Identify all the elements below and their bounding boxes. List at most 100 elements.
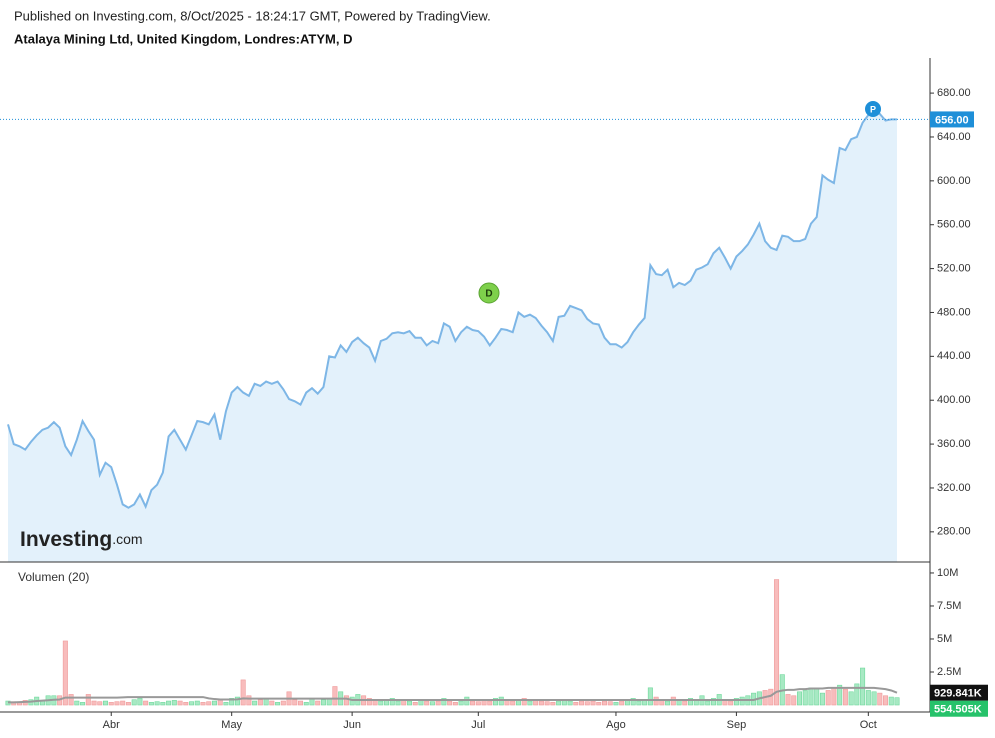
- volume-bar: [470, 700, 476, 706]
- volume-bar: [601, 700, 607, 706]
- volume-bar: [234, 696, 240, 706]
- volume-bar: [406, 700, 412, 706]
- volume-bar: [177, 700, 183, 706]
- x-tick-label: Oct: [860, 719, 877, 731]
- volume-bar: [544, 701, 550, 706]
- volume-bar: [280, 700, 286, 706]
- volume-bar: [143, 700, 149, 706]
- volume-bar: [252, 700, 258, 706]
- x-tick-label: Abr: [103, 719, 120, 731]
- volume-bar: [298, 700, 304, 706]
- volume-bar: [240, 679, 246, 706]
- volume-bar: [85, 694, 91, 706]
- chart-title: Atalaya Mining Ltd, United Kingdom, Lond…: [14, 31, 352, 46]
- volume-bar: [848, 691, 854, 706]
- plot-area: [0, 109, 930, 706]
- volume-bar: [68, 694, 74, 706]
- volume-bar: [733, 698, 739, 706]
- volume-bar: [493, 698, 499, 706]
- volume-bar: [97, 701, 103, 706]
- volume-ma-line: [8, 686, 898, 704]
- volume-bar: [343, 695, 349, 706]
- x-tick-label: Sep: [727, 719, 747, 731]
- volume-bar: [814, 688, 820, 706]
- x-tick-label: Jul: [471, 719, 485, 731]
- volume-y-tick-label: 7.5M: [937, 600, 961, 612]
- volume-bar: [550, 702, 556, 706]
- volume-bar: [292, 699, 298, 706]
- volume-bar: [894, 697, 900, 706]
- volume-bar: [183, 702, 189, 706]
- volume-bar: [796, 691, 802, 706]
- volume-bar: [74, 700, 80, 706]
- volume-bar: [819, 692, 825, 706]
- volume-last-box: [930, 700, 988, 717]
- volume-bar: [865, 690, 871, 706]
- volume-bar: [647, 687, 653, 706]
- dividend-marker-label: D: [485, 289, 492, 300]
- y-tick-label: 440.00: [937, 350, 971, 362]
- volume-bar: [596, 702, 602, 706]
- volume-bar: [825, 690, 831, 706]
- volume-bar: [487, 700, 493, 706]
- volume-bar: [527, 700, 533, 706]
- y-tick-label: 480.00: [937, 306, 971, 318]
- volume-bar: [860, 667, 866, 706]
- logo-suffix: .com: [112, 531, 142, 547]
- volume-bar: [160, 702, 166, 706]
- volume-bar: [246, 695, 252, 706]
- volume-bar: [842, 688, 848, 706]
- y-tick-label: 360.00: [937, 438, 971, 450]
- volume-y-tick-label: 2.5M: [937, 666, 961, 678]
- last-price-label: 656.00: [935, 114, 969, 126]
- volume-bar: [883, 695, 889, 706]
- volume-bar: [774, 579, 780, 706]
- volume-bar: [653, 696, 659, 706]
- volume-bar: [131, 699, 137, 706]
- volume-bar: [556, 700, 562, 706]
- volume-bar: [567, 700, 573, 706]
- y-tick-label: 520.00: [937, 263, 971, 275]
- volume-bar: [194, 700, 200, 706]
- y-tick-label: 680.00: [937, 87, 971, 99]
- volume-bar: [785, 694, 791, 706]
- volume-bar: [62, 640, 68, 706]
- volume-bar: [332, 686, 338, 706]
- y-tick-label: 560.00: [937, 219, 971, 231]
- volume-bar: [103, 700, 109, 706]
- volume-bar: [619, 700, 625, 706]
- volume-bar: [888, 696, 894, 706]
- volume-bar: [229, 698, 235, 706]
- volume-bar: [688, 698, 694, 706]
- volume-bar: [269, 700, 275, 706]
- dividend-marker[interactable]: [478, 282, 500, 304]
- volume-bar: [802, 690, 808, 706]
- volume-bar: [458, 700, 464, 706]
- volume-last-label: 554.505K: [934, 704, 982, 716]
- volume-bar: [670, 696, 676, 706]
- volume-bar: [257, 699, 263, 706]
- volume-bar: [739, 696, 745, 706]
- volume-bar: [320, 699, 326, 706]
- volume-bar: [538, 700, 544, 706]
- volume-bar: [200, 702, 206, 706]
- volume-y-tick-label: 10M: [937, 567, 958, 579]
- volume-bar: [854, 683, 860, 706]
- volume-bar: [315, 700, 321, 706]
- event-marker[interactable]: [865, 101, 881, 117]
- volume-bar: [464, 696, 470, 706]
- volume-bar: [171, 700, 177, 706]
- volume-bar: [871, 691, 877, 706]
- volume-bar: [91, 700, 97, 706]
- last-price-box: [930, 111, 974, 128]
- volume-bar: [412, 702, 418, 706]
- volume-bar: [831, 687, 837, 706]
- volume-bar: [424, 700, 430, 706]
- volume-bar: [148, 702, 154, 706]
- volume-ma-box: [930, 684, 988, 701]
- volume-bar: [441, 698, 447, 706]
- volume-bar: [429, 701, 435, 706]
- volume-bar: [114, 701, 120, 706]
- volume-bar: [630, 698, 636, 706]
- volume-bar: [395, 700, 401, 706]
